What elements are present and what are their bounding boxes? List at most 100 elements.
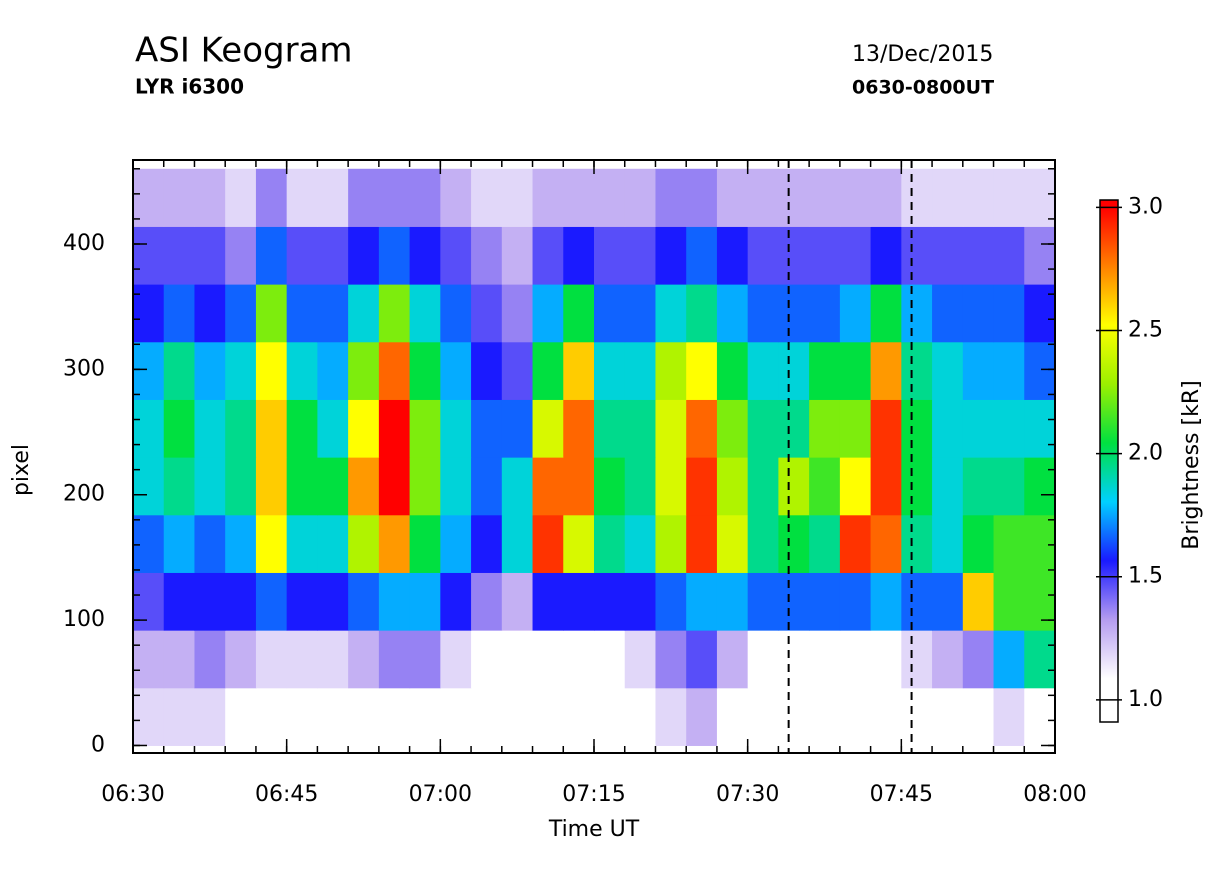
cell — [348, 399, 380, 458]
cell — [932, 687, 964, 746]
cell — [993, 514, 1025, 573]
cell — [255, 687, 288, 746]
cell — [563, 687, 595, 746]
cell — [686, 226, 718, 285]
cell — [594, 168, 626, 227]
y-tick-label: 200 — [63, 482, 105, 507]
cell — [624, 630, 656, 689]
cell — [317, 341, 349, 400]
cell — [716, 226, 749, 285]
cell — [655, 168, 687, 227]
cell — [993, 630, 1025, 689]
cell — [962, 226, 995, 285]
cell — [901, 630, 933, 689]
y-tick-label: 0 — [91, 732, 105, 757]
cell — [809, 687, 841, 746]
cell — [286, 630, 318, 689]
cell — [317, 514, 349, 573]
cell — [348, 168, 380, 227]
cell — [440, 284, 472, 343]
cell — [501, 572, 534, 631]
cell — [532, 341, 564, 400]
cell — [624, 168, 656, 227]
cell — [348, 341, 380, 400]
cell — [440, 687, 472, 746]
cell — [348, 284, 380, 343]
cell — [133, 457, 165, 516]
cell — [532, 226, 564, 285]
cell — [962, 572, 995, 631]
cell — [133, 284, 165, 343]
cell — [655, 687, 687, 746]
cell — [286, 572, 318, 631]
cell — [532, 399, 564, 458]
cell — [932, 457, 964, 516]
cell — [870, 168, 902, 227]
cell — [133, 341, 165, 400]
cell — [225, 572, 257, 631]
cell — [594, 572, 626, 631]
cell — [532, 457, 564, 516]
cell — [870, 284, 902, 343]
colorbar-tick-label: 2.0 — [1128, 441, 1163, 466]
cell — [348, 226, 380, 285]
cell — [440, 514, 472, 573]
cell — [563, 514, 595, 573]
cell — [163, 457, 195, 516]
cell — [901, 399, 933, 458]
cell — [962, 514, 995, 573]
cell — [194, 630, 226, 689]
cell — [962, 630, 995, 689]
cell — [348, 457, 380, 516]
cell — [686, 514, 718, 573]
cell — [716, 284, 749, 343]
cell — [839, 284, 872, 343]
cell — [655, 341, 687, 400]
cell — [286, 514, 318, 573]
cell — [286, 226, 318, 285]
cell — [747, 284, 779, 343]
cell — [778, 572, 810, 631]
cell — [655, 514, 687, 573]
cell — [932, 514, 964, 573]
colorbar-tick-label: 3.0 — [1128, 194, 1163, 219]
cell — [901, 687, 933, 746]
cell — [624, 572, 656, 631]
cell — [563, 457, 595, 516]
cell — [255, 341, 288, 400]
cell — [163, 399, 195, 458]
cell — [809, 399, 841, 458]
cell — [133, 630, 165, 689]
cell — [471, 457, 503, 516]
cell — [870, 399, 902, 458]
x-tick-label: 07:45 — [870, 782, 933, 807]
cell — [501, 284, 534, 343]
cell — [778, 630, 810, 689]
cell — [409, 168, 441, 227]
cell — [594, 457, 626, 516]
cell — [471, 168, 503, 227]
cell — [993, 572, 1025, 631]
cell — [133, 687, 165, 746]
cell — [901, 514, 933, 573]
cell — [409, 341, 441, 400]
cell — [655, 630, 687, 689]
cell — [901, 226, 933, 285]
cell — [378, 399, 411, 458]
cell — [194, 168, 226, 227]
cell — [471, 226, 503, 285]
cell — [501, 514, 534, 573]
cell — [409, 514, 441, 573]
cell — [962, 687, 995, 746]
cell — [163, 168, 195, 227]
cell — [563, 341, 595, 400]
cell — [501, 226, 534, 285]
cell — [839, 168, 872, 227]
cell — [686, 168, 718, 227]
cell — [163, 226, 195, 285]
cell — [1024, 168, 1056, 227]
cell — [624, 341, 656, 400]
cell — [471, 284, 503, 343]
cell — [993, 457, 1025, 516]
cell — [163, 284, 195, 343]
